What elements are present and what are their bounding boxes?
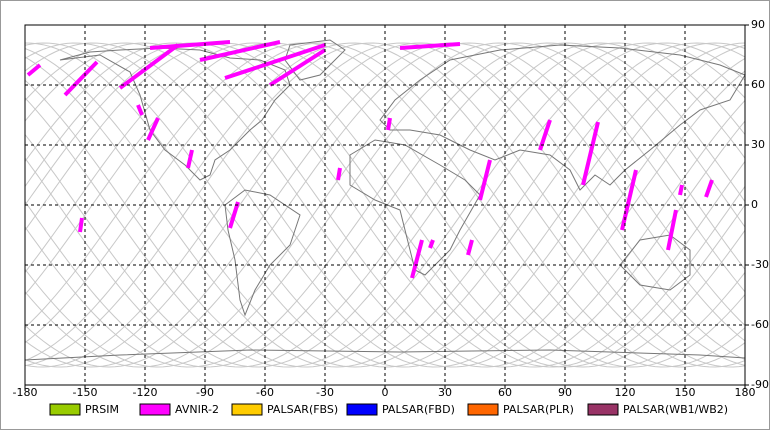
x-tick-label: -90 bbox=[196, 386, 214, 399]
swath bbox=[410, 239, 424, 279]
swath bbox=[63, 60, 99, 97]
y-tick-label: -60 bbox=[751, 318, 769, 331]
south-america bbox=[224, 189, 301, 317]
x-tick-label: 60 bbox=[498, 386, 512, 399]
swath bbox=[704, 179, 714, 198]
africa bbox=[349, 139, 481, 276]
north-america bbox=[59, 47, 291, 181]
x-tick-label: -150 bbox=[73, 386, 98, 399]
legend-label: PALSAR(PLR) bbox=[503, 403, 574, 416]
swath bbox=[26, 63, 42, 77]
swath bbox=[268, 48, 327, 87]
legend-swatch bbox=[467, 403, 499, 416]
x-tick-label: -30 bbox=[316, 386, 334, 399]
legend-swatch bbox=[587, 403, 619, 416]
swath bbox=[78, 217, 84, 233]
y-tick-label: 0 bbox=[751, 198, 758, 211]
swath bbox=[428, 239, 435, 249]
y-tick-label: -30 bbox=[751, 258, 769, 271]
x-tick-label: 120 bbox=[615, 386, 636, 399]
swath bbox=[199, 40, 281, 62]
legend-swatch bbox=[49, 403, 81, 416]
swath bbox=[620, 169, 638, 231]
swath bbox=[399, 42, 461, 50]
x-tick-label: -180 bbox=[13, 386, 38, 399]
x-tick-label: 30 bbox=[438, 386, 452, 399]
y-tick-label: 90 bbox=[751, 18, 765, 31]
legend: PRSIM AVNIR-2 PALSAR(FBS) PALSAR(FBD) PALSAR… bbox=[49, 403, 728, 416]
legend-swatch bbox=[346, 403, 378, 416]
swath bbox=[136, 104, 144, 116]
x-tick-label: 150 bbox=[675, 386, 696, 399]
orbit-track bbox=[24, 42, 746, 368]
legend-swatch bbox=[231, 403, 263, 416]
swath bbox=[478, 159, 492, 201]
swath bbox=[386, 117, 392, 131]
x-tick-label: 180 bbox=[735, 386, 756, 399]
legend-label: PRSIM bbox=[85, 403, 119, 416]
swath bbox=[666, 209, 678, 251]
coastlines bbox=[24, 39, 746, 361]
swath bbox=[336, 167, 342, 181]
swath bbox=[224, 43, 326, 80]
swath bbox=[678, 184, 684, 196]
x-tick-label: 90 bbox=[558, 386, 572, 399]
orbit-track bbox=[24, 42, 746, 368]
y-tick-label: -90 bbox=[751, 378, 769, 391]
swaths bbox=[26, 40, 714, 279]
swath bbox=[228, 201, 240, 229]
australia bbox=[619, 234, 691, 291]
legend-label: PALSAR(WB1/WB2) bbox=[623, 403, 728, 416]
swath bbox=[186, 149, 194, 169]
legend-label: PALSAR(FBD) bbox=[382, 403, 455, 416]
x-tick-label: 0 bbox=[382, 386, 389, 399]
plot-border bbox=[24, 24, 746, 386]
x-tick-label: -60 bbox=[256, 386, 274, 399]
legend-label: PALSAR(FBS) bbox=[267, 403, 338, 416]
legend-label: AVNIR-2 bbox=[175, 403, 219, 416]
swath bbox=[146, 117, 160, 141]
swath bbox=[581, 121, 600, 186]
swath bbox=[466, 239, 474, 256]
eurasia bbox=[379, 44, 746, 191]
swath bbox=[118, 43, 180, 90]
swath bbox=[149, 40, 231, 50]
y-tick-label: 30 bbox=[751, 138, 765, 151]
antarctica bbox=[24, 349, 746, 361]
legend-swatch bbox=[139, 403, 171, 416]
y-tick-label: 60 bbox=[751, 78, 765, 91]
x-tick-label: -120 bbox=[133, 386, 158, 399]
